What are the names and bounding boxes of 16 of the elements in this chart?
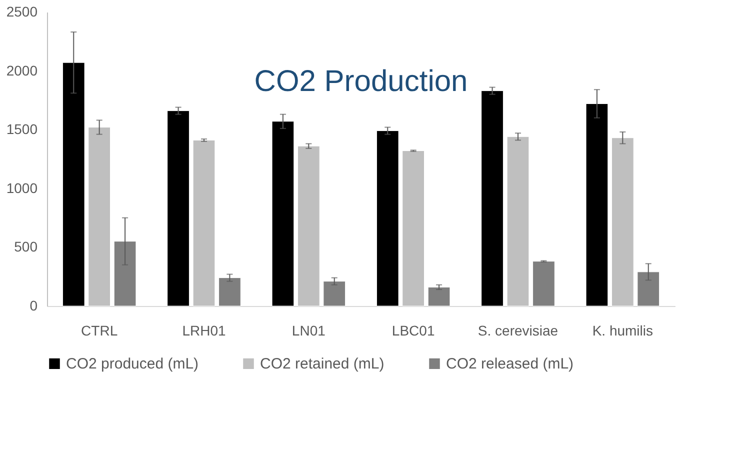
y-tick-label: 500 bbox=[14, 238, 38, 255]
x-tick-label: LBC01 bbox=[392, 322, 435, 338]
y-tick-label: 2000 bbox=[6, 62, 38, 78]
y-tick-label: 1000 bbox=[6, 180, 38, 196]
x-tick-label: K. humilis bbox=[592, 322, 654, 338]
text: CO2 Production bbox=[254, 65, 468, 98]
x-tick-label: LN01 bbox=[292, 322, 326, 338]
x-tick-label: S. cerevisiae bbox=[478, 322, 558, 338]
x-tick-label: CTRL bbox=[81, 322, 118, 338]
legend-label: CO2 retained (mL) bbox=[260, 356, 384, 373]
legend-label: CO2 produced (mL) bbox=[66, 356, 199, 373]
y-tick-label: 1500 bbox=[6, 121, 38, 138]
y-tick-label: 2500 bbox=[6, 4, 38, 20]
x-tick-label: LRH01 bbox=[182, 322, 226, 338]
legend-label: CO2 released (mL) bbox=[446, 356, 574, 373]
y-tick-label: 0 bbox=[30, 298, 38, 314]
